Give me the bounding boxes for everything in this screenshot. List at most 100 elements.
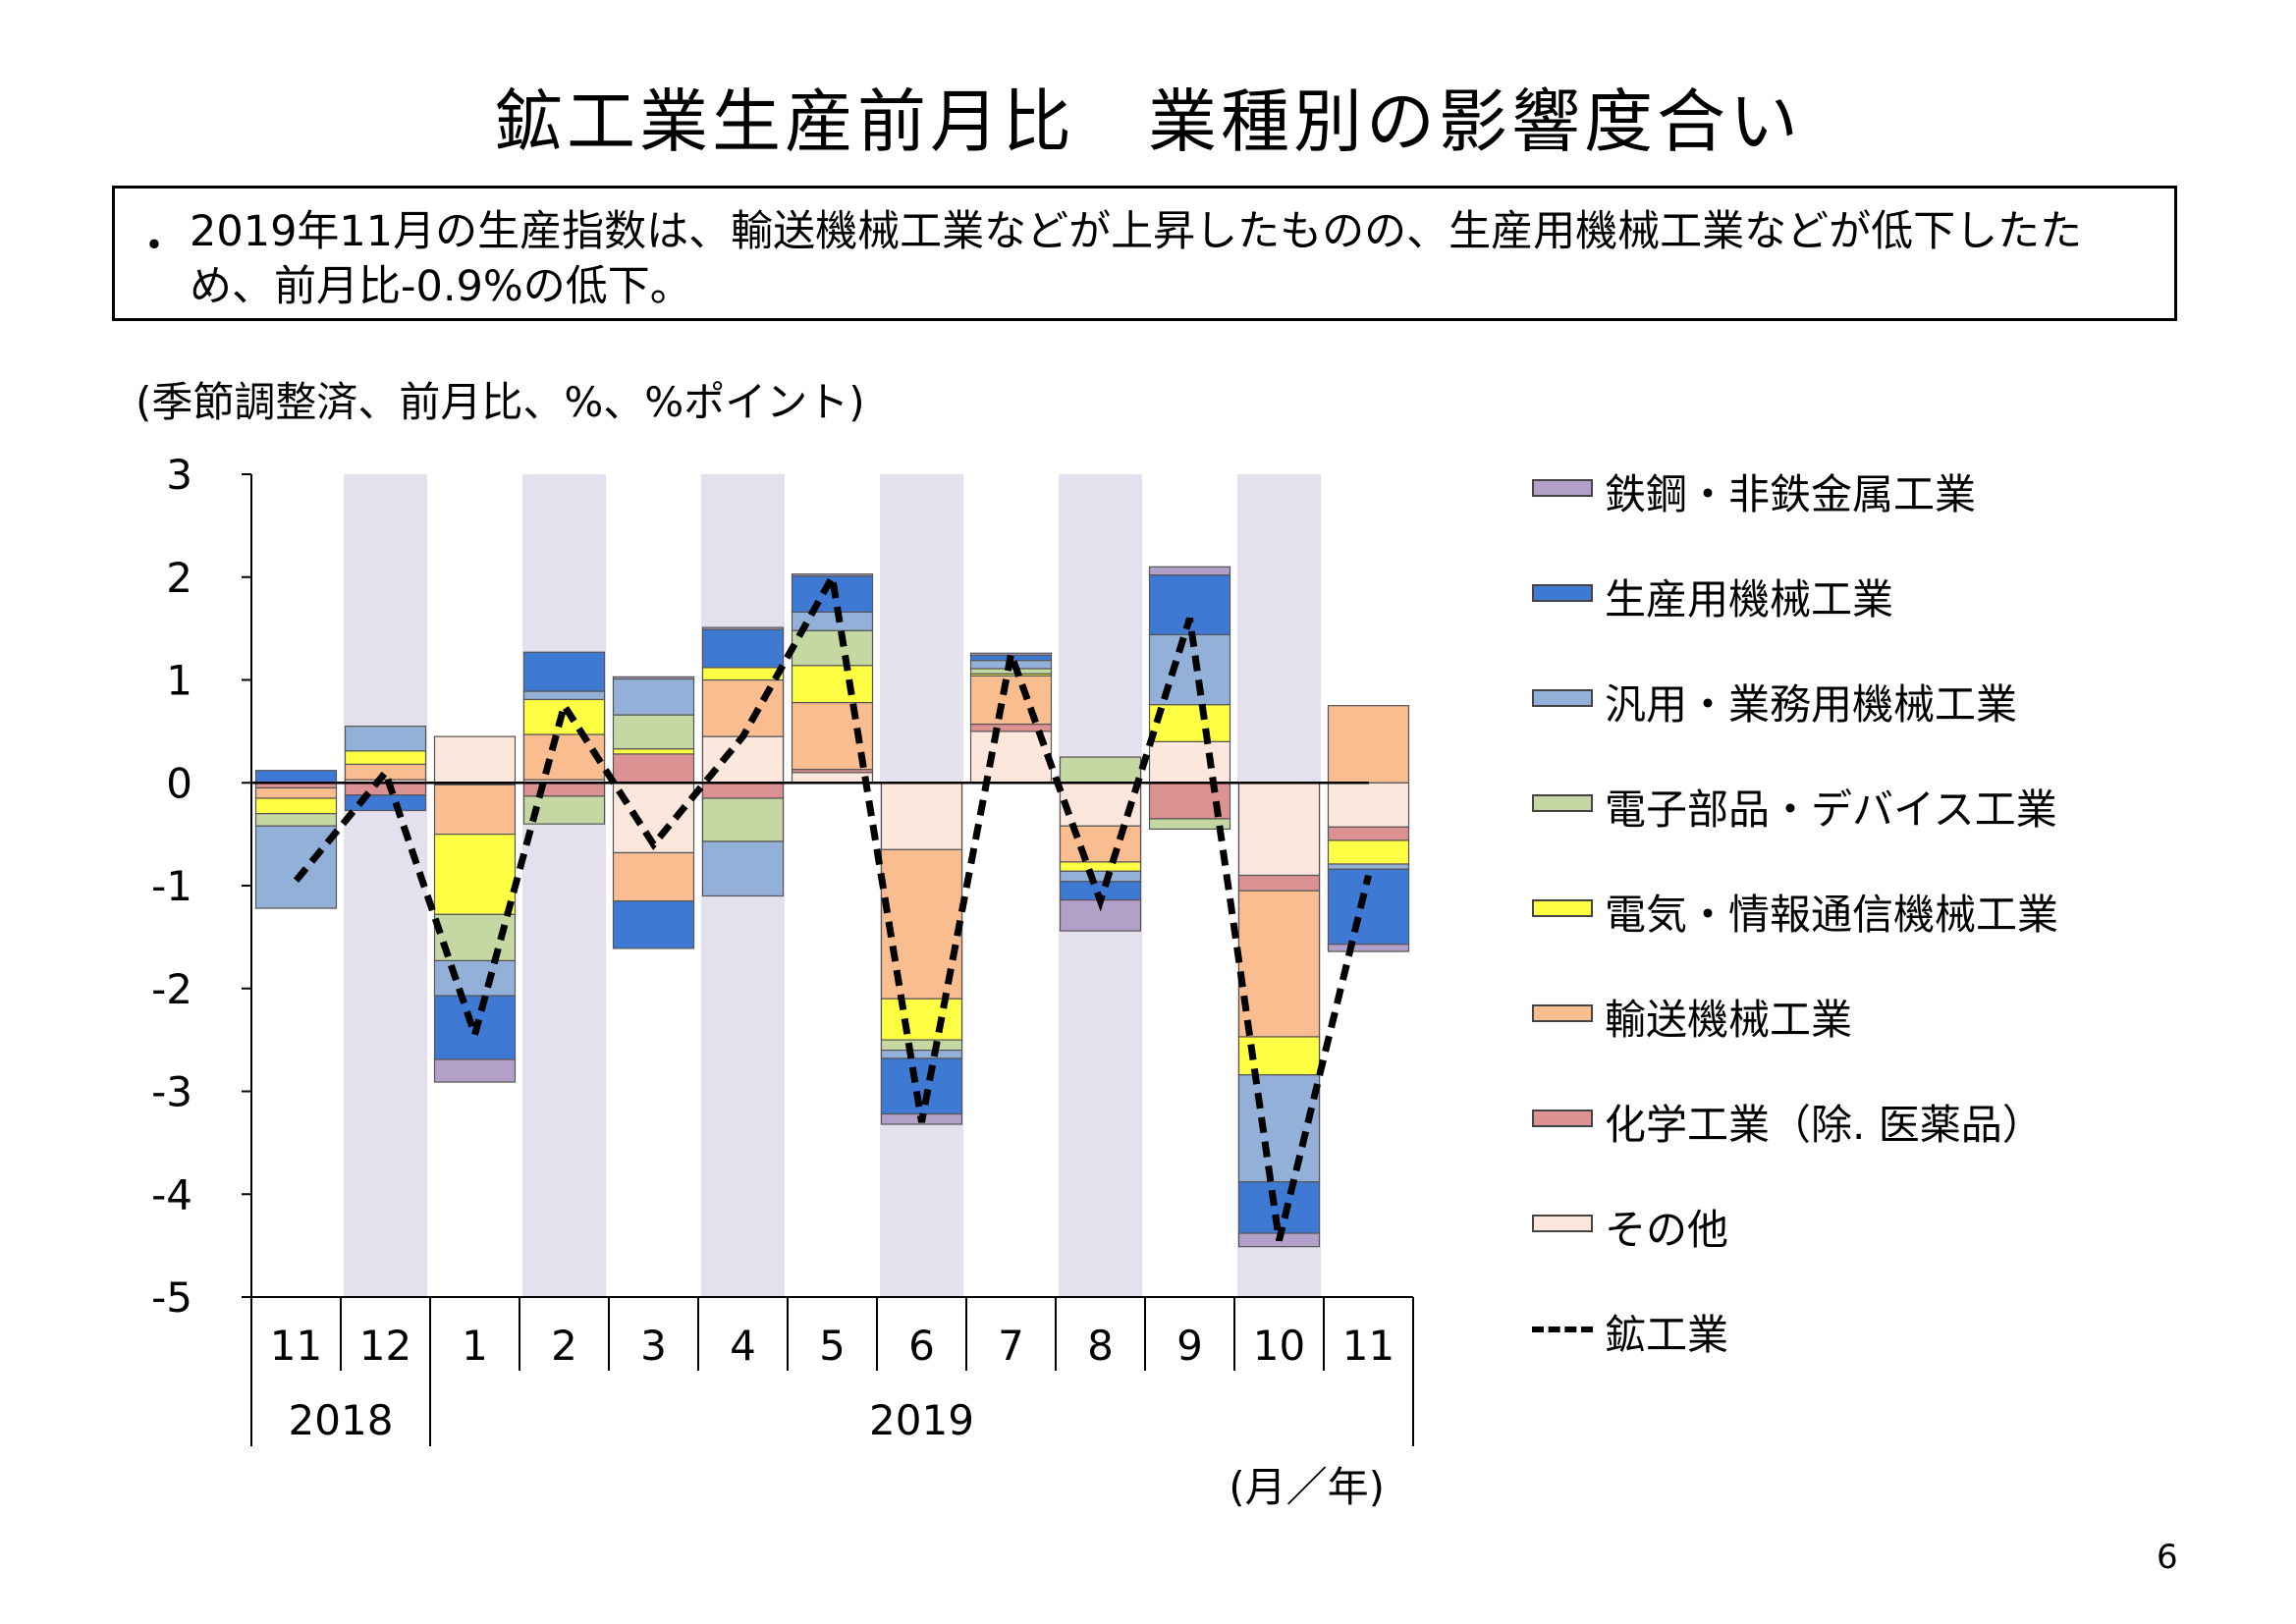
x-tick-label: 5 [819,1322,846,1370]
legend-swatch [1532,899,1593,917]
page-number: 6 [2157,1538,2178,1577]
page-title: 鉱工業生産前月比 業種別の影響度合い [494,81,1802,162]
bar-segment [791,629,874,667]
x-tick-label: 9 [1176,1322,1203,1370]
bar-segment [1327,782,1410,828]
bar-segment [1059,756,1142,784]
bar-segment [701,667,785,681]
legend-label: 汎用・業務用機械工業 [1605,680,2018,729]
bar-segment [433,1058,517,1083]
bar-segment [433,735,517,784]
y-tick-label: 1 [166,657,192,705]
legend-swatch [1532,479,1593,497]
y-tick-label: -4 [151,1170,192,1218]
bar-segment [522,795,606,825]
shade-band [344,474,427,1297]
bar-segment [1059,861,1142,872]
y-tick-label: -5 [151,1273,192,1322]
legend-item: 鉱工業 [1532,1302,2219,1361]
bar-segment [522,733,606,781]
bar-segment [612,677,695,716]
legend-item: 化学工業（除. 医薬品） [1532,1092,2219,1151]
bar-segment [1148,566,1231,576]
y-tick-label: 2 [166,554,192,602]
bar-segment [1327,705,1410,784]
legend-item: その他 [1532,1197,2219,1256]
bar-segment [612,714,695,750]
bar-segment [1148,740,1231,784]
bar-segment [701,628,785,669]
bar-segment [522,690,606,701]
bar-segment [1059,782,1142,827]
bar-segment [791,573,874,577]
bar-segment [1059,870,1142,883]
bar-segment [1327,826,1410,841]
bar-segment [254,825,338,909]
legend-label: 電子部品・デバイス工業 [1605,785,2057,834]
legend-label: 化学工業（除. 医薬品） [1605,1101,2044,1149]
legend-label: 生産用機械工業 [1605,575,1894,623]
y-tick-label: -1 [151,862,192,910]
bar-segment [612,676,695,680]
legend-swatch [1532,1004,1593,1022]
bar-segment [344,726,427,752]
legend-label: 電気・情報通信機械工業 [1605,891,2059,939]
legend-swatch [1532,689,1593,707]
legend-item: 電子部品・デバイス工業 [1532,777,2219,836]
x-tick-label: 10 [1253,1322,1305,1370]
legend-label: 鉱工業 [1605,1311,1729,1359]
legend-item: 輸送機械工業 [1532,987,2219,1046]
bar-segment [612,851,695,902]
line-series [293,567,1372,1242]
legend-swatch [1532,1215,1593,1232]
bar-segment [1327,839,1410,865]
bar-segment [1148,818,1231,830]
y-tick-label: -2 [151,965,192,1013]
bar-segment [612,753,695,784]
bar-segment [701,782,785,799]
y-tick-label: -3 [151,1068,192,1116]
bar-segment [612,748,695,755]
summary-text: 2019年11月の生産指数は、輸送機械工業などが上昇したものの、生産用機械工業な… [190,207,2083,311]
legend-swatch [1532,1110,1593,1127]
bar-segment [1237,890,1321,1038]
legend-label: その他 [1605,1206,1729,1254]
y-tick-label: 0 [166,759,192,807]
legend-swatch [1532,584,1593,602]
bar-segment [1237,782,1321,877]
bar-segment [433,959,517,997]
bar-segment [612,900,695,949]
year-label: 2018 [289,1396,394,1444]
bar-segment [791,772,874,784]
legend-item: 生産用機械工業 [1532,567,2219,625]
bar-segment [433,784,517,836]
summary-box: ・ 2019年11月の生産指数は、輸送機械工業などが上昇したものの、生産用機械工… [112,186,2177,321]
legend-swatch [1532,794,1593,812]
bar-segment [701,797,785,842]
bar-segment [880,998,963,1041]
shade-band [522,474,606,1297]
summary-bullet: ・ [133,221,176,271]
bar-segment [433,834,517,915]
legend-item: 電気・情報通信機械工業 [1532,882,2219,941]
bar-segment [344,750,427,765]
bar-segment [969,652,1053,656]
x-tick-label: 7 [998,1322,1024,1370]
bar-segment [1327,863,1410,870]
x-tick-label: 11 [1342,1322,1394,1370]
bar-segment [880,1049,963,1059]
bar-segment [1148,633,1231,706]
x-unit-label: (月／年) [1229,1463,1385,1511]
legend-label: 輸送機械工業 [1605,996,1853,1044]
bar-segment [791,665,874,704]
bar-segment [701,840,785,897]
bar-segment [254,786,338,799]
axes [242,473,1414,1446]
x-tick-label: 3 [640,1322,667,1370]
x-tick-label: 1 [462,1322,488,1370]
bar-segment [254,770,338,784]
bar-segment [880,782,963,850]
total-line [293,567,1372,1242]
